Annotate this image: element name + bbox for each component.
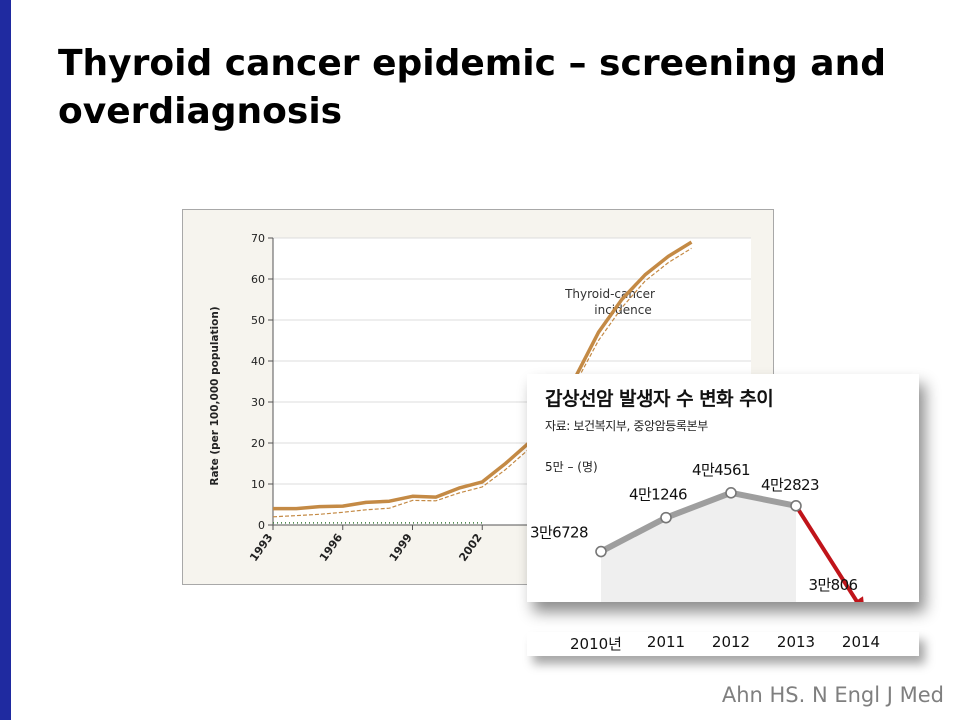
x-tick-label: 2014 [841,633,881,651]
data-label: 3만806 [809,576,858,594]
x-tick-label: 2011 [646,633,686,651]
x-tick-label: 1996 [317,531,345,564]
data-point [595,545,607,558]
y-tick-label: 20 [251,437,265,450]
data-label: 4만2823 [761,476,819,494]
korea-chart-x-axis: 2010년 2011 2012 2013 2014 [527,632,919,656]
korea-chart-unit-label: 5만 – (명) [545,460,598,474]
x-tick-label: 1999 [387,531,415,564]
chart-annotation-line2: incidence [594,303,651,317]
x-tick-label: 2002 [456,531,484,564]
data-point [790,500,802,512]
x-tick-label: 2013 [776,633,816,651]
data-label: 3만6728 [530,524,588,542]
left-accent-bar [0,0,11,720]
shaded-area [601,492,796,602]
y-tick-label: 30 [251,396,265,409]
data-point [660,511,672,524]
data-label: 4만4561 [692,461,750,479]
y-tick-label: 70 [251,232,265,245]
series-line-solid [273,240,693,511]
decline-arrow [794,504,865,602]
y-tick-label: 10 [251,478,265,491]
series-line-dashed [272,247,692,518]
y-axis-label: Rate (per 100,000 population) [209,306,221,485]
data-label: 4만1246 [629,486,687,504]
chart-annotation-line1: Thyroid-cancer [564,287,655,301]
y-tick-label: 0 [258,519,265,532]
y-tick-label: 60 [251,273,265,286]
korea-chart-source: 자료: 보건복지부, 중앙암등록본부 [545,419,708,433]
korea-cases-chart: 3만6728 4만1246 4만4561 4만2823 3만806 [530,461,865,602]
slide-title: Thyroid cancer epidemic – screening and … [58,43,886,132]
y-tick-label: 50 [251,314,265,327]
korea-chart-title: 갑상선암 발생자 수 변화 추이 [545,388,774,410]
korea-cases-chart-panel: 3만6728 4만1246 4만4561 4만2823 3만806 갑상선암 발생자 수… [527,374,919,602]
trend-line [599,489,797,555]
x-tick-label: 2012 [711,633,751,651]
y-tick-label: 40 [251,355,265,368]
citation: Ahn HS. N Engl J Med [721,683,944,707]
x-tick-label: 2010년 [570,635,622,653]
data-point [725,486,737,499]
x-tick-label: 1993 [247,531,275,564]
